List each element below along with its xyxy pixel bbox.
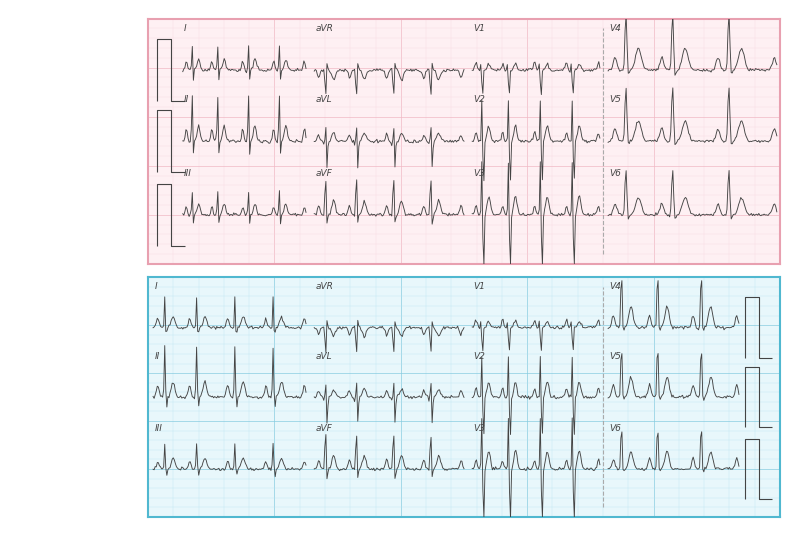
- Text: I: I: [154, 282, 157, 291]
- Text: II: II: [154, 352, 159, 361]
- Text: III: III: [154, 424, 162, 433]
- Text: V3: V3: [474, 169, 486, 177]
- Text: aVL: aVL: [315, 95, 332, 104]
- Text: aVF: aVF: [315, 424, 332, 433]
- Text: III: III: [184, 169, 192, 177]
- Text: V5: V5: [610, 352, 622, 361]
- Text: V1: V1: [474, 282, 486, 291]
- Text: aVL: aVL: [315, 352, 332, 361]
- Text: V1: V1: [474, 24, 486, 33]
- Text: V3: V3: [474, 424, 486, 433]
- Text: V4: V4: [610, 282, 622, 291]
- Text: aVR: aVR: [315, 282, 334, 291]
- Text: V6: V6: [610, 424, 622, 433]
- Text: V4: V4: [610, 24, 622, 33]
- Text: I: I: [184, 24, 186, 33]
- Text: V2: V2: [474, 95, 486, 104]
- Text: aVR: aVR: [315, 24, 334, 33]
- Text: aVF: aVF: [315, 169, 332, 177]
- Text: II: II: [184, 95, 190, 104]
- Text: V5: V5: [610, 95, 622, 104]
- Text: V2: V2: [474, 352, 486, 361]
- Text: V6: V6: [610, 169, 622, 177]
